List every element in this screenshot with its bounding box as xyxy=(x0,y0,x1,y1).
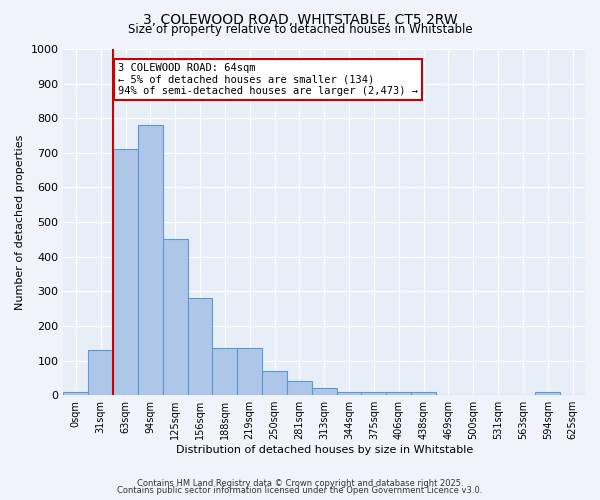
Bar xyxy=(64,392,88,395)
Bar xyxy=(287,382,312,395)
Text: Size of property relative to detached houses in Whitstable: Size of property relative to detached ho… xyxy=(128,22,472,36)
X-axis label: Distribution of detached houses by size in Whitstable: Distribution of detached houses by size … xyxy=(176,445,473,455)
Text: Contains HM Land Registry data © Crown copyright and database right 2025.: Contains HM Land Registry data © Crown c… xyxy=(137,478,463,488)
Bar xyxy=(535,392,560,395)
Bar xyxy=(188,298,212,395)
Bar xyxy=(386,392,411,395)
Text: 3 COLEWOOD ROAD: 64sqm
← 5% of detached houses are smaller (134)
94% of semi-det: 3 COLEWOOD ROAD: 64sqm ← 5% of detached … xyxy=(118,63,418,96)
Text: Contains public sector information licensed under the Open Government Licence v3: Contains public sector information licen… xyxy=(118,486,482,495)
Bar xyxy=(411,392,436,395)
Bar xyxy=(337,392,361,395)
Y-axis label: Number of detached properties: Number of detached properties xyxy=(15,134,25,310)
Bar xyxy=(361,392,386,395)
Bar xyxy=(237,348,262,395)
Bar xyxy=(262,371,287,395)
Bar xyxy=(113,150,138,395)
Bar xyxy=(138,125,163,395)
Bar xyxy=(88,350,113,395)
Bar xyxy=(212,348,237,395)
Text: 3, COLEWOOD ROAD, WHITSTABLE, CT5 2RW: 3, COLEWOOD ROAD, WHITSTABLE, CT5 2RW xyxy=(143,12,457,26)
Bar xyxy=(312,388,337,395)
Bar xyxy=(163,240,188,395)
